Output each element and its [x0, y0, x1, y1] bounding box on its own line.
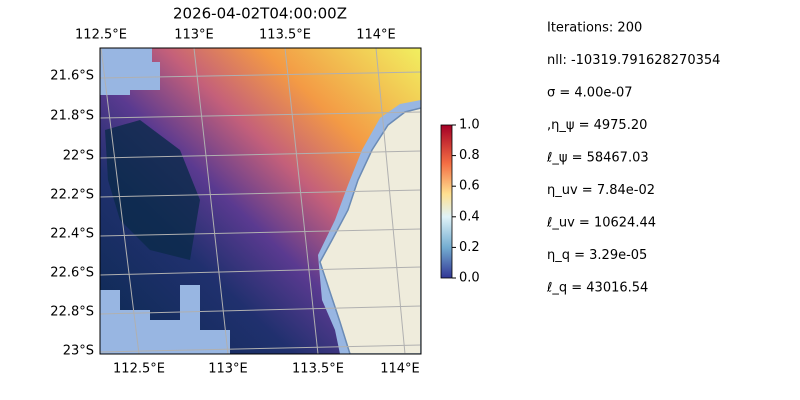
lat-label: 21.6°S [50, 69, 94, 84]
lon-label: 113.5°E [292, 362, 344, 377]
lon-label: 112.5°E [113, 362, 165, 377]
info-line: η_q = 3.29e-05 [547, 248, 647, 263]
ocean-patch [100, 285, 230, 354]
info-line: nll: -10319.791628270354 [547, 53, 720, 68]
colorbar-tick-label: 0.0 [459, 271, 480, 286]
info-line: ,η_ψ = 4975.20 [547, 118, 647, 133]
colorbar-tick-label: 0.6 [459, 179, 480, 194]
ocean-patch [100, 48, 160, 95]
colorbar-tick-label: 1.0 [459, 118, 480, 133]
land [319, 107, 421, 354]
lat-label: 21.8°S [50, 109, 94, 124]
info-line: σ = 4.00e-07 [547, 86, 633, 101]
lat-label: 23°S [63, 344, 94, 359]
colorbar-tick-label: 0.4 [459, 209, 480, 224]
lon-label: 113.5°E [259, 28, 311, 43]
map-field [100, 48, 421, 354]
map-title: 2026-04-02T04:00:00Z [173, 5, 347, 23]
map-frame [99, 47, 422, 355]
low-region [105, 120, 200, 260]
info-line: η_uv = 7.84e-02 [547, 183, 655, 198]
lon-label: 114°E [380, 362, 420, 377]
lat-label: 22.8°S [50, 305, 94, 320]
lon-label: 113°E [174, 28, 214, 43]
lon-label: 112.5°E [75, 28, 127, 43]
lat-label: 22.2°S [50, 188, 94, 203]
lon-label: 113°E [208, 362, 248, 377]
info-line: ℓ_q = 43016.54 [546, 281, 648, 296]
lat-label: 22.4°S [50, 227, 94, 242]
graticule [100, 48, 421, 354]
info-line: ℓ_uv = 10624.44 [546, 216, 656, 231]
info-line: ℓ_ψ = 58467.03 [546, 151, 649, 166]
lat-label: 22.6°S [50, 266, 94, 281]
colorbar [440, 124, 453, 279]
lat-label: 22°S [63, 149, 94, 164]
colorbar-tick-label: 0.2 [459, 240, 480, 255]
lon-label: 114°E [356, 28, 396, 43]
info-line: Iterations: 200 [547, 21, 642, 36]
colorbar-tick-label: 0.8 [459, 148, 480, 163]
